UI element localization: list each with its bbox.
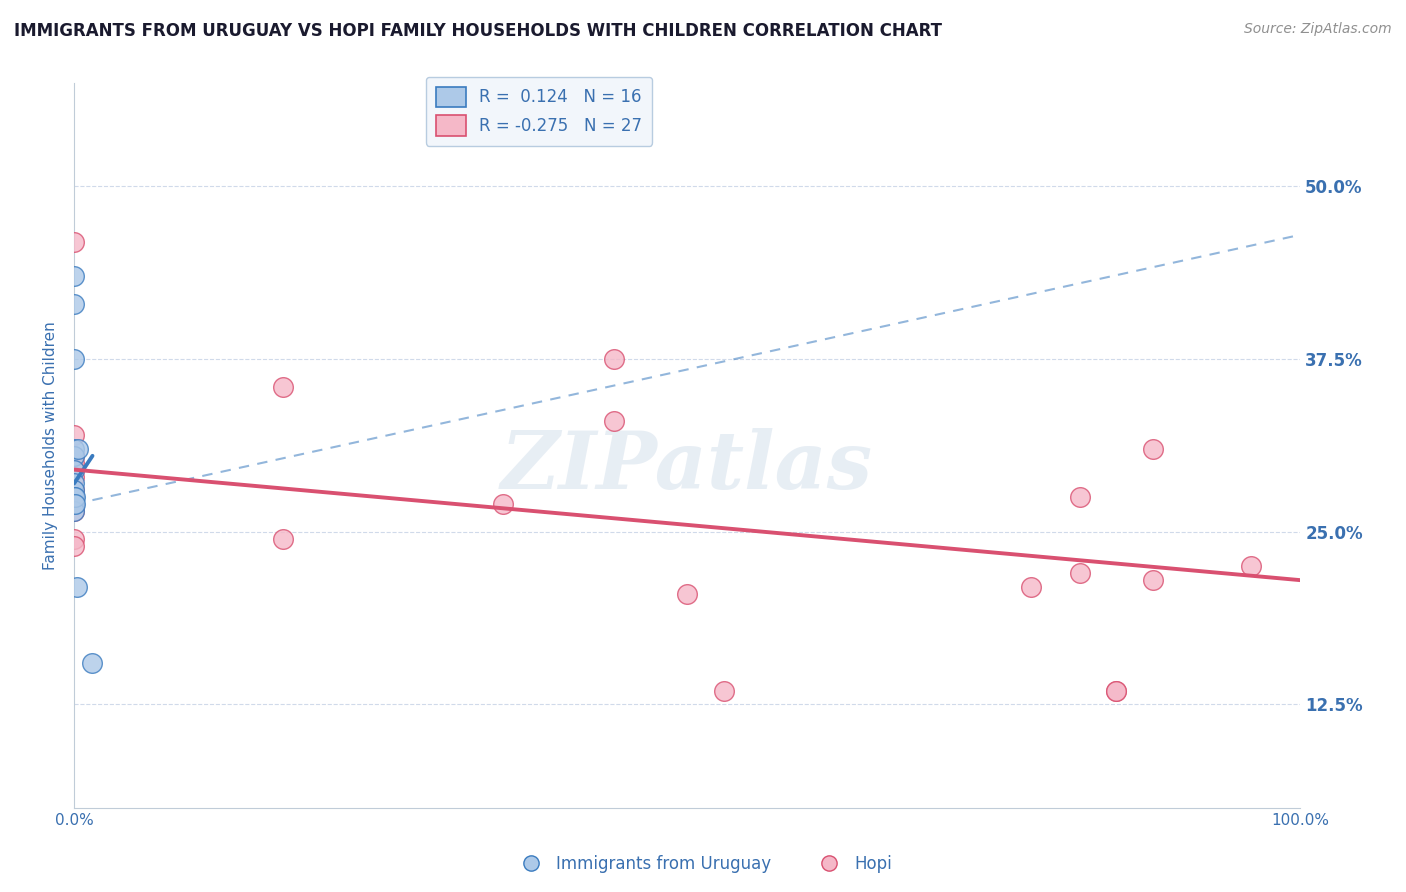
Point bbox=[63, 462, 86, 476]
Point bbox=[1105, 683, 1128, 698]
Point bbox=[63, 428, 86, 442]
Point bbox=[271, 380, 294, 394]
Point bbox=[63, 235, 86, 249]
Point bbox=[63, 352, 86, 367]
Point bbox=[63, 297, 86, 311]
Point bbox=[63, 483, 86, 498]
Point bbox=[63, 490, 86, 504]
Point bbox=[271, 532, 294, 546]
Point bbox=[1019, 580, 1042, 594]
Legend: R =  0.124   N = 16, R = -0.275   N = 27: R = 0.124 N = 16, R = -0.275 N = 27 bbox=[426, 77, 652, 145]
Point bbox=[63, 442, 86, 456]
Point bbox=[63, 476, 86, 491]
Point bbox=[63, 504, 86, 518]
Point bbox=[1142, 442, 1164, 456]
Point bbox=[676, 587, 699, 601]
Point bbox=[65, 580, 87, 594]
Point bbox=[63, 449, 86, 463]
Point bbox=[1069, 566, 1091, 581]
Point bbox=[1240, 559, 1263, 574]
Point bbox=[713, 683, 735, 698]
Point bbox=[63, 469, 86, 483]
Point bbox=[63, 483, 86, 498]
Point bbox=[66, 442, 89, 456]
Point bbox=[63, 269, 86, 284]
Text: ZIPatlas: ZIPatlas bbox=[501, 428, 873, 506]
Point bbox=[82, 656, 104, 670]
Text: Source: ZipAtlas.com: Source: ZipAtlas.com bbox=[1244, 22, 1392, 37]
Point bbox=[63, 497, 86, 511]
Point bbox=[63, 490, 86, 504]
Point bbox=[1142, 573, 1164, 587]
Legend: Immigrants from Uruguay, Hopi: Immigrants from Uruguay, Hopi bbox=[508, 848, 898, 880]
Point bbox=[602, 352, 624, 367]
Point bbox=[602, 414, 624, 428]
Point bbox=[63, 532, 86, 546]
Point bbox=[1069, 490, 1091, 504]
Point bbox=[63, 462, 86, 476]
Point bbox=[1105, 683, 1128, 698]
Y-axis label: Family Households with Children: Family Households with Children bbox=[44, 321, 58, 570]
Point bbox=[63, 497, 86, 511]
Point bbox=[63, 539, 86, 553]
Point bbox=[63, 449, 86, 463]
Point bbox=[492, 497, 515, 511]
Point bbox=[65, 497, 87, 511]
Text: IMMIGRANTS FROM URUGUAY VS HOPI FAMILY HOUSEHOLDS WITH CHILDREN CORRELATION CHAR: IMMIGRANTS FROM URUGUAY VS HOPI FAMILY H… bbox=[14, 22, 942, 40]
Point bbox=[63, 456, 86, 470]
Point bbox=[63, 504, 86, 518]
Point bbox=[65, 490, 87, 504]
